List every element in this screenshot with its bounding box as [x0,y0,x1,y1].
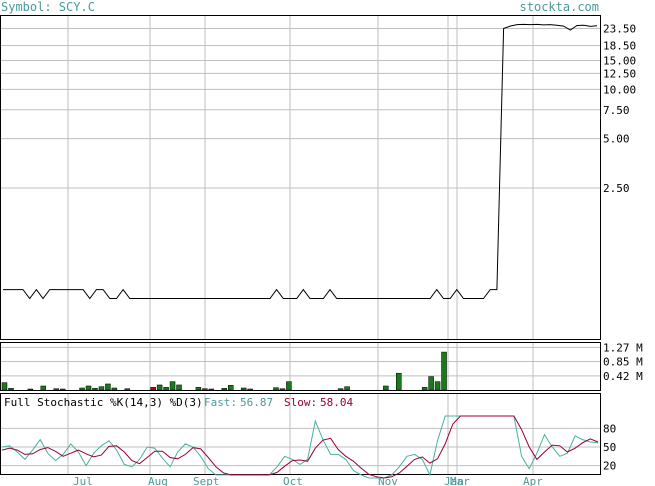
price-tick-label: 7.50 [603,104,630,117]
stochastic-tick-label: 20 [603,460,616,473]
x-axis-label: Mar [450,475,470,486]
volume-bar [53,388,59,391]
volume-bar [434,381,441,391]
x-axis-label: Aug [148,475,168,486]
volume-bar [286,381,292,391]
price-panel-frame [0,15,601,340]
volume-bar [344,386,350,391]
volume-bar [40,385,47,391]
volume-bar [247,388,253,391]
stochastic-tick-label: 50 [603,441,616,454]
slow-label: Slow: [284,396,317,409]
volume-tick-label: 0.85 M [603,355,643,368]
site-link[interactable]: stockta.com [519,0,599,14]
grid-lines [1,16,600,474]
volume-bar [195,387,202,391]
volume-bar [8,388,14,391]
price-tick-label: 12.50 [603,67,636,80]
price-tick-label: 5.00 [603,133,630,146]
stochastic-series [1,415,599,479]
volume-bar [1,382,8,391]
volume-bar [27,388,34,391]
price-tick-label: 23.50 [603,22,636,35]
volume-bar [79,387,85,391]
volume-bar [169,381,176,391]
price-tick-label: 2.50 [603,182,630,195]
volume-bar [156,384,163,391]
volume-panel-frame [0,342,601,391]
volume-bar [221,388,228,391]
price-tick-label: 15.00 [603,54,636,67]
price-tick-label: 18.50 [603,40,636,53]
volume-bar [279,388,286,391]
x-axis-label: Apr [523,475,543,486]
volume-bar [396,372,402,391]
volume-bar [227,385,234,391]
x-axis-label: Oct [283,475,303,486]
stochastic-title: Full Stochastic %K(14,3) %D(3) [4,396,203,409]
volume-bar [202,388,208,391]
volume-bar [240,387,247,391]
fast-label: Fast: [204,396,237,409]
volume-bar [111,387,118,391]
volume-bar [59,388,66,391]
volume-bar [92,388,98,391]
fast-value: 56.87 [240,396,273,409]
volume-bar [105,383,111,391]
slow-value: 58.04 [320,396,353,409]
volume-bar [383,385,389,391]
volume-bar [441,351,447,391]
stochastic-tick-label: 80 [603,422,616,435]
x-axis-label: Nov [378,475,398,486]
price-line [3,23,598,300]
x-axis-label: Jan [444,475,464,486]
volume-bar [124,388,131,391]
volume-bar [208,388,215,391]
price-tick-label: 10.00 [603,83,636,96]
x-axis-label: Jul [73,475,93,486]
volume-tick-label: 1.27 M [603,341,643,354]
x-axis-label: Sept [193,475,220,486]
stochastic-panel-frame [0,393,601,475]
volume-bar [150,387,156,391]
stochastic-slow-line [1,415,599,479]
volume-bar [163,387,169,391]
volume-bar [98,386,105,391]
volume-tick-label: 0.42 M [603,370,643,383]
volume-bar [428,376,434,391]
volume-bar [421,387,428,391]
volume-bar [85,385,92,391]
volume-bars [1,351,447,391]
volume-bar [337,388,344,391]
volume-bar [176,384,182,391]
symbol-label: Symbol: SCY.C [1,0,95,14]
volume-bar [273,387,279,391]
price-series [3,23,598,300]
